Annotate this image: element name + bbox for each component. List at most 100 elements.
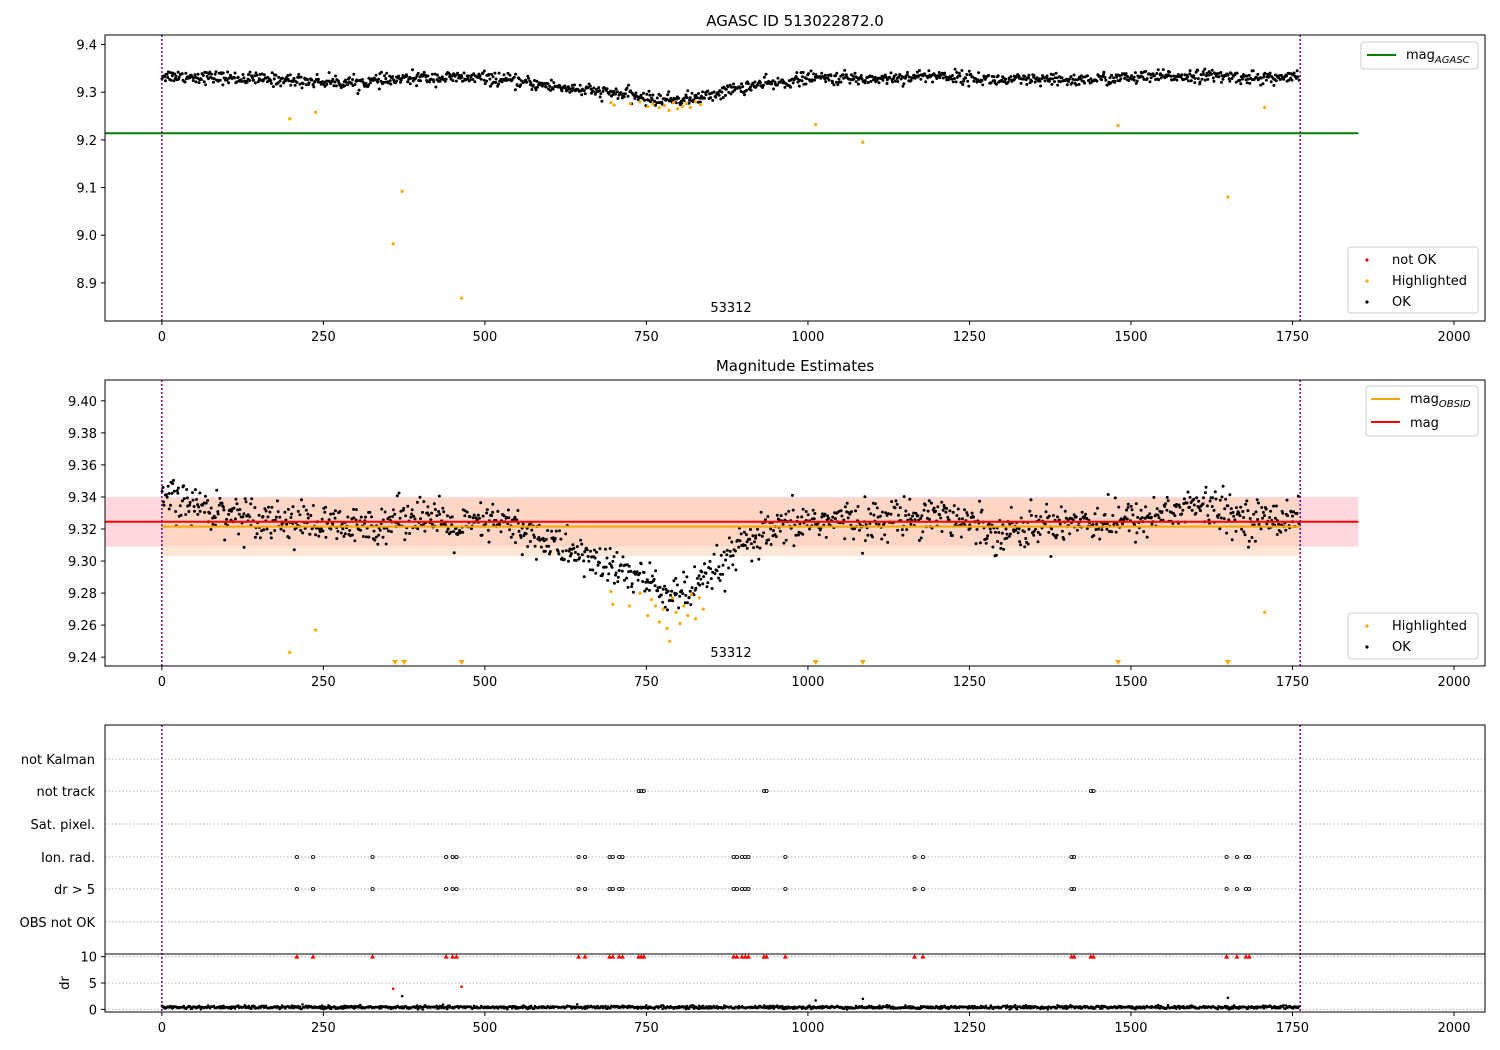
- p1-ok-point: [980, 79, 984, 82]
- p2-ok-point: [299, 528, 303, 532]
- p1-ok-point: [1095, 79, 1099, 83]
- p1-highlighted-point: [612, 103, 616, 107]
- p1-ok-point: [698, 100, 702, 104]
- p1-ok-point: [625, 86, 629, 90]
- p1-ok-point: [638, 96, 641, 100]
- p1-ok-point: [938, 76, 942, 80]
- p2-ok-point: [435, 529, 439, 532]
- p2-ok-point: [381, 535, 385, 539]
- p1-ok-point: [193, 73, 197, 77]
- p2-ok-point: [418, 495, 422, 499]
- p1-ok-point: [289, 83, 293, 87]
- p1-ok-point: [1007, 78, 1011, 81]
- p2-ok-point: [1222, 517, 1226, 521]
- p2-ok-point: [893, 506, 897, 510]
- p2-ok-point: [608, 547, 612, 550]
- p2-ok-point: [533, 535, 536, 539]
- p1-ok-point: [1269, 80, 1273, 84]
- p1-ok-point: [955, 70, 959, 74]
- p2-ok-point: [1177, 503, 1181, 507]
- p2-ok-point: [934, 509, 938, 513]
- p1-ok-point: [1278, 78, 1282, 81]
- p2-ok-point: [1125, 517, 1129, 521]
- p2-ok-point: [705, 585, 709, 589]
- p1-ok-point: [194, 80, 198, 84]
- p2-ok-point: [690, 586, 694, 590]
- p1-ok-point: [776, 76, 780, 80]
- p1-ok-point: [488, 84, 492, 88]
- p2-ok-point: [1152, 495, 1156, 499]
- dr-outlier: [1226, 996, 1230, 1000]
- p1-ok-point: [1100, 78, 1104, 82]
- p1-ok-point: [1272, 83, 1276, 87]
- p1-ok-point: [351, 78, 354, 81]
- p2-ok-point: [227, 512, 231, 516]
- p2-ok-point: [1024, 537, 1028, 540]
- dr-clipped-marker: [920, 954, 926, 959]
- p2-ok-point: [643, 589, 647, 593]
- dr-point: [189, 1005, 192, 1008]
- p1-ok-point: [348, 76, 351, 80]
- p1-ok-point: [848, 81, 852, 85]
- p2-ok-point: [712, 552, 716, 556]
- p1-ok-point: [541, 84, 544, 88]
- p1-ok-point: [1039, 84, 1043, 88]
- p1-ok-point: [1025, 83, 1029, 86]
- p1-ok-point: [831, 81, 834, 85]
- p1-ok-point: [530, 88, 534, 91]
- p2-ok-point: [727, 566, 731, 570]
- dr-outlier: [400, 994, 404, 998]
- p2-ok-point: [653, 584, 657, 588]
- p2-ok-point: [869, 512, 873, 516]
- p2-ok-point: [370, 515, 374, 519]
- p2-ok-point: [253, 506, 257, 510]
- p2-ok-point: [908, 497, 912, 501]
- p1-ok-point: [295, 80, 299, 84]
- p1-ok-point: [471, 77, 475, 81]
- p1-ok-point: [388, 79, 392, 83]
- p2-ok-point: [620, 569, 624, 573]
- p2-ok-point: [817, 533, 821, 537]
- p2-ok-point: [262, 528, 266, 532]
- p1-ok-point: [1153, 74, 1157, 78]
- p2-ok-point: [393, 512, 397, 516]
- p2-ok-point: [1123, 515, 1127, 519]
- dr-point: [253, 1004, 256, 1008]
- p1-ok-point: [992, 75, 996, 79]
- p2-ok-point: [1156, 513, 1160, 517]
- p2-ok-point: [639, 562, 643, 566]
- p2-ok-point: [615, 550, 619, 554]
- p2-ok-point: [713, 572, 717, 576]
- p3-xtick-label: 750: [634, 1021, 659, 1036]
- p1-ok-point: [462, 71, 466, 75]
- p1-ok-point: [844, 73, 848, 77]
- p1-ok-point: [901, 84, 905, 88]
- p1-ok-point: [660, 102, 664, 106]
- p1-ok-point: [1068, 77, 1071, 81]
- p1-ok-point: [957, 71, 961, 75]
- p2-ok-point: [1121, 522, 1124, 526]
- p1-ok-point: [411, 79, 415, 83]
- p2-ok-point: [1279, 530, 1283, 534]
- p1-ok-point: [1072, 73, 1076, 77]
- p2-ok-point: [166, 484, 170, 488]
- p2-ok-point: [320, 517, 324, 521]
- p2-ok-point: [1114, 530, 1118, 534]
- p2-xtick-label: 0: [158, 675, 166, 690]
- p1-ok-point: [251, 78, 255, 82]
- p1-ok-point: [451, 79, 455, 83]
- p2-ok-point: [798, 522, 802, 526]
- p2-ok-point: [208, 511, 212, 515]
- p2-ok-point: [966, 513, 970, 517]
- p2-ok-point: [324, 505, 328, 509]
- p1-ok-point: [927, 69, 931, 73]
- p2-ok-point: [957, 517, 961, 521]
- p1-ok-point: [692, 98, 696, 102]
- p1-ok-point: [1033, 80, 1037, 84]
- p2-ok-point: [806, 513, 810, 517]
- p2-ok-point: [1235, 506, 1238, 510]
- p2-ok-point: [663, 605, 667, 609]
- p1-ok-point: [905, 73, 909, 77]
- p2-ok-point: [845, 501, 849, 505]
- p2-ok-point: [309, 514, 313, 517]
